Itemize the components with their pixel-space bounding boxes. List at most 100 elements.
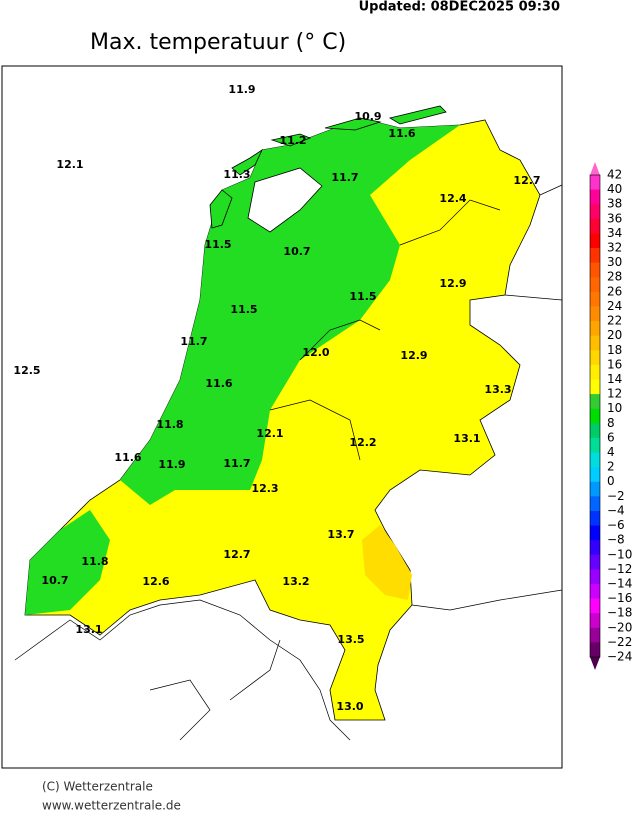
station-value: 13.3 [484, 383, 511, 396]
colorbar-band [590, 175, 600, 191]
colorbar-label: 12 [607, 387, 622, 401]
url: www.wetterzentrale.de [42, 799, 181, 813]
colorbar-band [590, 233, 600, 249]
station-value: 12.6 [142, 575, 169, 588]
colorbar-band [590, 262, 600, 278]
map-title: Max. temperatuur (° C) [90, 30, 346, 55]
colorbar-label: −4 [607, 503, 625, 517]
colorbar-band [590, 540, 600, 556]
colorbar-label: −16 [607, 591, 632, 605]
colorbar-label: 2 [607, 460, 615, 474]
colorbar-band [590, 306, 600, 322]
colorbar-label: 32 [607, 241, 622, 255]
station-value: 11.7 [331, 171, 358, 184]
colorbar-label: −10 [607, 547, 632, 561]
colorbar-band [590, 496, 600, 512]
map-area [1, 65, 563, 769]
land-yellow [24, 117, 541, 721]
colorbar-over [590, 162, 600, 175]
colorbar-label: −12 [607, 562, 632, 576]
colorbar-band [590, 423, 600, 439]
station-value: 11.8 [81, 555, 108, 568]
colorbar-label: 4 [607, 445, 615, 459]
colorbar-label: 34 [607, 226, 622, 240]
station-value: 13.5 [337, 633, 364, 646]
station-value: 11.5 [204, 238, 231, 251]
colorbar-band [590, 335, 600, 351]
colorbar-label: 38 [607, 197, 622, 211]
colorbar-band [590, 583, 600, 600]
colorbar-label: 26 [607, 284, 622, 298]
colorbar-label: −8 [607, 533, 625, 547]
colorbar-band [590, 350, 600, 366]
colorbar-label: 20 [607, 328, 622, 342]
colorbar-label: 8 [607, 416, 615, 430]
colorbar-band [590, 569, 600, 585]
station-value: 11.9 [158, 458, 185, 471]
colorbar-band [590, 481, 600, 497]
colorbar-band [590, 277, 600, 293]
colorbar-label: 36 [607, 211, 622, 225]
station-labels: 11.9 10.9 11.2 11.6 12.1 11.3 11.7 12.7 12.4 11.5… [13, 83, 540, 713]
colorbar-label: 28 [607, 270, 622, 284]
station-value: 13.2 [282, 575, 309, 588]
colorbar-band [590, 510, 600, 527]
colorbar-band [590, 467, 600, 483]
colorbar-band [590, 642, 600, 658]
station-value: 10.9 [354, 110, 381, 123]
colorbar-label: −2 [607, 489, 625, 503]
colorbar-label: 40 [607, 182, 622, 196]
colorbar-label: 22 [607, 314, 622, 328]
colorbar-band [590, 598, 600, 614]
colorbar-label: 42 [607, 168, 622, 182]
colorbar-label: −18 [607, 606, 632, 620]
colorbar-frame [589, 174, 601, 658]
station-value: 11.6 [205, 377, 232, 390]
station-value: 12.5 [13, 364, 40, 377]
colorbar-band [590, 627, 600, 643]
colorbar: 424038363432302826242220181614121086420−… [589, 162, 632, 670]
land-green [120, 118, 460, 505]
borders [14, 184, 563, 741]
colorbar-label: −22 [607, 635, 632, 649]
colorbar-under [590, 657, 600, 670]
station-value: 12.4 [439, 192, 466, 205]
colorbar-label: 30 [607, 255, 622, 269]
colorbar-band [590, 248, 600, 264]
station-value: 12.0 [302, 346, 329, 359]
station-value: 12.1 [256, 427, 283, 440]
colorbar-label: 24 [607, 299, 622, 313]
colorbar-label: −20 [607, 620, 632, 634]
station-value: 11.5 [349, 290, 376, 303]
colorbar-label: −14 [607, 576, 632, 590]
station-value: 13.1 [75, 623, 102, 636]
station-value: 12.9 [439, 277, 466, 290]
colorbar-label: 16 [607, 357, 622, 371]
colorbar-label: 14 [607, 372, 622, 386]
station-value: 13.7 [327, 528, 354, 541]
colorbar-label: 10 [607, 401, 622, 415]
station-value: 11.5 [230, 303, 257, 316]
station-value: 12.1 [56, 158, 83, 171]
colorbar-band [590, 204, 600, 220]
colorbar-band [590, 613, 600, 629]
credit: (C) Wetterzentrale [42, 780, 153, 794]
station-value: 11.8 [156, 418, 183, 431]
land-green-sw [25, 510, 110, 615]
colorbar-band [590, 408, 600, 424]
colorbar-band [590, 452, 600, 468]
station-value: 13.1 [453, 432, 480, 445]
ijsselmeer [247, 167, 323, 233]
station-value: 12.9 [400, 349, 427, 362]
colorbar-band [590, 394, 600, 410]
station-value: 11.6 [114, 451, 141, 464]
station-value: 11.3 [223, 168, 250, 181]
station-value: 11.6 [388, 127, 415, 140]
colorbar-label: −24 [607, 650, 632, 664]
station-value: 11.7 [180, 335, 207, 348]
colorbar-band [590, 189, 600, 205]
colorbar-band [590, 218, 600, 234]
colorbar-label: 18 [607, 343, 622, 357]
colorbar-band [590, 364, 600, 380]
